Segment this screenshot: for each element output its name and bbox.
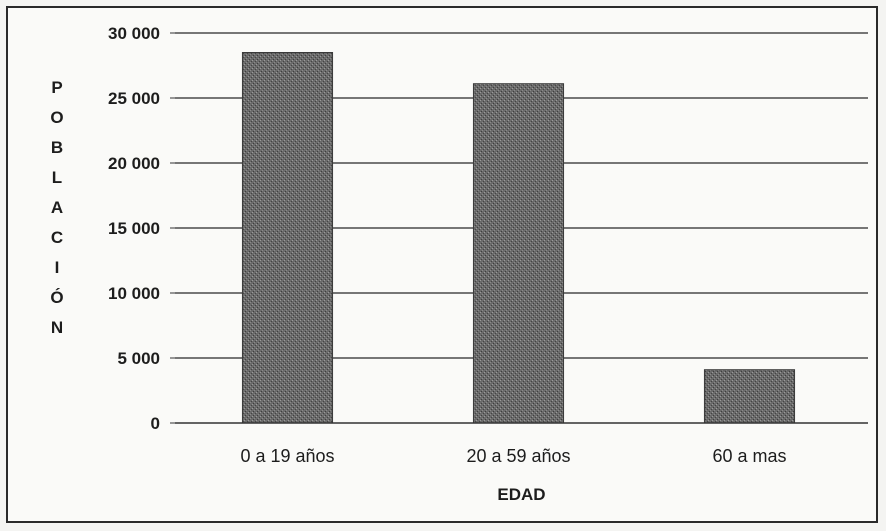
bar xyxy=(472,83,565,424)
y-axis-title-letter: I xyxy=(55,258,60,277)
bar xyxy=(241,52,334,424)
bar xyxy=(703,369,796,424)
y-axis-title-letter: C xyxy=(51,228,63,247)
y-tick-label: 5 000 xyxy=(117,349,160,368)
y-tick-label: 10 000 xyxy=(108,284,160,303)
y-axis-title-letter: P xyxy=(51,78,62,97)
x-tick-label: 20 a 59 años xyxy=(466,446,570,466)
y-axis-title-letter: N xyxy=(51,318,63,337)
y-axis-title-letter: O xyxy=(50,108,63,127)
y-axis-title-letter: L xyxy=(52,168,62,187)
y-axis-title-letter: B xyxy=(51,138,63,157)
y-tick-label: 20 000 xyxy=(108,154,160,173)
y-axis-title-letter: Ó xyxy=(50,288,63,307)
y-axis-title-letter: A xyxy=(51,198,63,217)
x-tick-label: 60 a mas xyxy=(712,446,786,466)
chart-frame xyxy=(6,6,878,523)
y-tick-label: 15 000 xyxy=(108,219,160,238)
x-axis-labels: 0 a 19 años 20 a 59 años 60 a mas xyxy=(240,446,786,466)
x-tick-label: 0 a 19 años xyxy=(240,446,334,466)
x-axis-title: EDAD xyxy=(497,485,545,504)
y-axis-ticks: 0 5 000 10 000 15 000 20 000 25 000 30 000 xyxy=(108,24,175,433)
y-tick-label: 0 xyxy=(151,414,160,433)
y-tick-label: 30 000 xyxy=(108,24,160,43)
bars xyxy=(241,52,796,424)
y-tick-label: 25 000 xyxy=(108,89,160,108)
